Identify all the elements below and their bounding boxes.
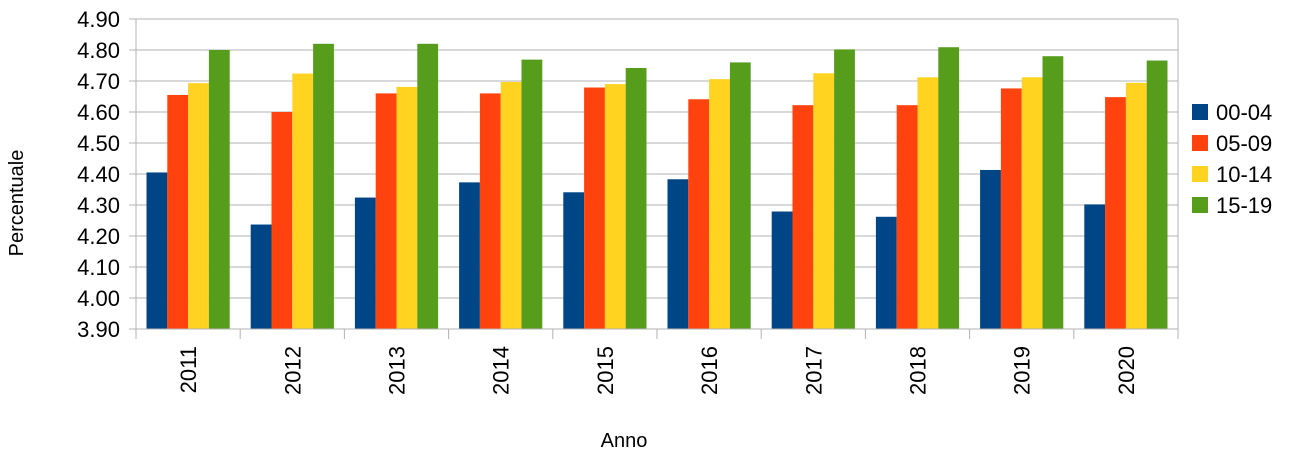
- bars: [146, 43, 1168, 330]
- bar-05-09-2015: [584, 87, 605, 329]
- x-tick-label: 2018: [906, 346, 931, 395]
- bar-10-14-2013: [396, 86, 418, 329]
- bar-15-19-2014: [521, 59, 543, 330]
- y-tick-label: 4.60: [77, 100, 120, 125]
- x-tick-label: 2017: [801, 346, 826, 395]
- bar-10-14-2012: [292, 73, 314, 329]
- bar-05-09-2018: [896, 105, 918, 330]
- bar-05-09-2012: [271, 112, 293, 329]
- bar-05-09-2019: [1000, 88, 1022, 329]
- bar-15-19-2015: [625, 67, 647, 329]
- y-tick-label: 4.50: [77, 131, 120, 156]
- y-tick-label: 4.10: [77, 255, 120, 280]
- legend-swatch-00-04: [1192, 104, 1208, 120]
- bar-10-14-2017: [813, 73, 835, 329]
- bar-05-09-2020: [1105, 97, 1126, 330]
- legend-swatch-10-14: [1192, 166, 1208, 182]
- bar-00-04-2014: [459, 182, 480, 329]
- x-tick-label: 2020: [1114, 346, 1139, 395]
- bar-10-14-2011: [188, 83, 209, 329]
- y-tick-label: 3.90: [77, 317, 120, 342]
- x-tick-label: 2019: [1010, 346, 1035, 395]
- bar-05-09-2013: [375, 93, 397, 330]
- legend-label: 15-19: [1216, 193, 1272, 218]
- bar-00-04-2018: [875, 216, 897, 329]
- y-tick-label: 4.40: [77, 162, 120, 187]
- y-tick-label: 4.30: [77, 193, 120, 218]
- y-tick-label: 4.20: [77, 224, 120, 249]
- x-tick-label: 2015: [593, 346, 618, 395]
- bar-15-19-2012: [313, 43, 334, 330]
- x-tick-label: 2014: [489, 346, 514, 395]
- bar-00-04-2015: [563, 192, 585, 329]
- x-tick-label: 2013: [385, 346, 410, 395]
- x-tick-label: 2012: [280, 346, 305, 395]
- bar-05-09-2014: [479, 93, 501, 330]
- bar-15-19-2016: [729, 62, 751, 330]
- bar-15-19-2013: [417, 43, 439, 330]
- bar-00-04-2016: [667, 179, 689, 329]
- bar-15-19-2020: [1146, 60, 1168, 329]
- legend-swatch-05-09: [1192, 135, 1208, 151]
- bar-15-19-2011: [208, 50, 230, 329]
- y-axis-title: Percentuale: [6, 150, 28, 257]
- y-tick-labels: 3.90 4.00 4.10 4.20 4.30 4.40 4.50 4.60 4.70 4.80…: [77, 7, 120, 342]
- legend-label: 05-09: [1216, 131, 1272, 156]
- bar-10-14-2019: [1021, 77, 1043, 329]
- y-tick-label: 4.90: [77, 7, 120, 32]
- bar-15-19-2017: [834, 49, 855, 329]
- bar-10-14-2014: [500, 81, 522, 330]
- y-tick-label: 4.80: [77, 38, 120, 63]
- bar-10-14-2016: [709, 79, 730, 329]
- bar-15-19-2019: [1042, 56, 1064, 329]
- y-tick-label: 4.70: [77, 69, 120, 94]
- legend-swatch-15-19: [1192, 197, 1208, 213]
- bar-10-14-2020: [1125, 82, 1147, 329]
- bar-05-09-2011: [167, 94, 189, 329]
- x-tick-label: 2016: [697, 346, 722, 395]
- bar-00-04-2020: [1084, 204, 1106, 329]
- legend-label: 10-14: [1216, 162, 1272, 187]
- axes: [129, 18, 1179, 339]
- bar-05-09-2017: [792, 105, 814, 330]
- bar-10-14-2018: [917, 77, 939, 329]
- bar-05-09-2016: [688, 99, 710, 329]
- bar-15-19-2018: [938, 47, 960, 330]
- bar-10-14-2015: [604, 84, 626, 329]
- y-tick-label: 4.00: [77, 286, 120, 311]
- x-tick-label: 2011: [176, 346, 201, 393]
- bar-00-04-2011: [146, 172, 168, 329]
- bar-00-04-2013: [354, 197, 376, 329]
- bar-00-04-2019: [980, 169, 1001, 329]
- legend: 00-04 05-09 10-14 15-19: [1192, 100, 1272, 218]
- x-axis-title: Anno: [601, 430, 648, 452]
- legend-label: 00-04: [1216, 100, 1272, 125]
- bar-00-04-2012: [250, 224, 272, 329]
- x-tick-labels: 2011 2012 2013 2014 2015 2016 2017 2018 2019 2020: [176, 346, 1139, 395]
- bar-00-04-2017: [771, 211, 793, 329]
